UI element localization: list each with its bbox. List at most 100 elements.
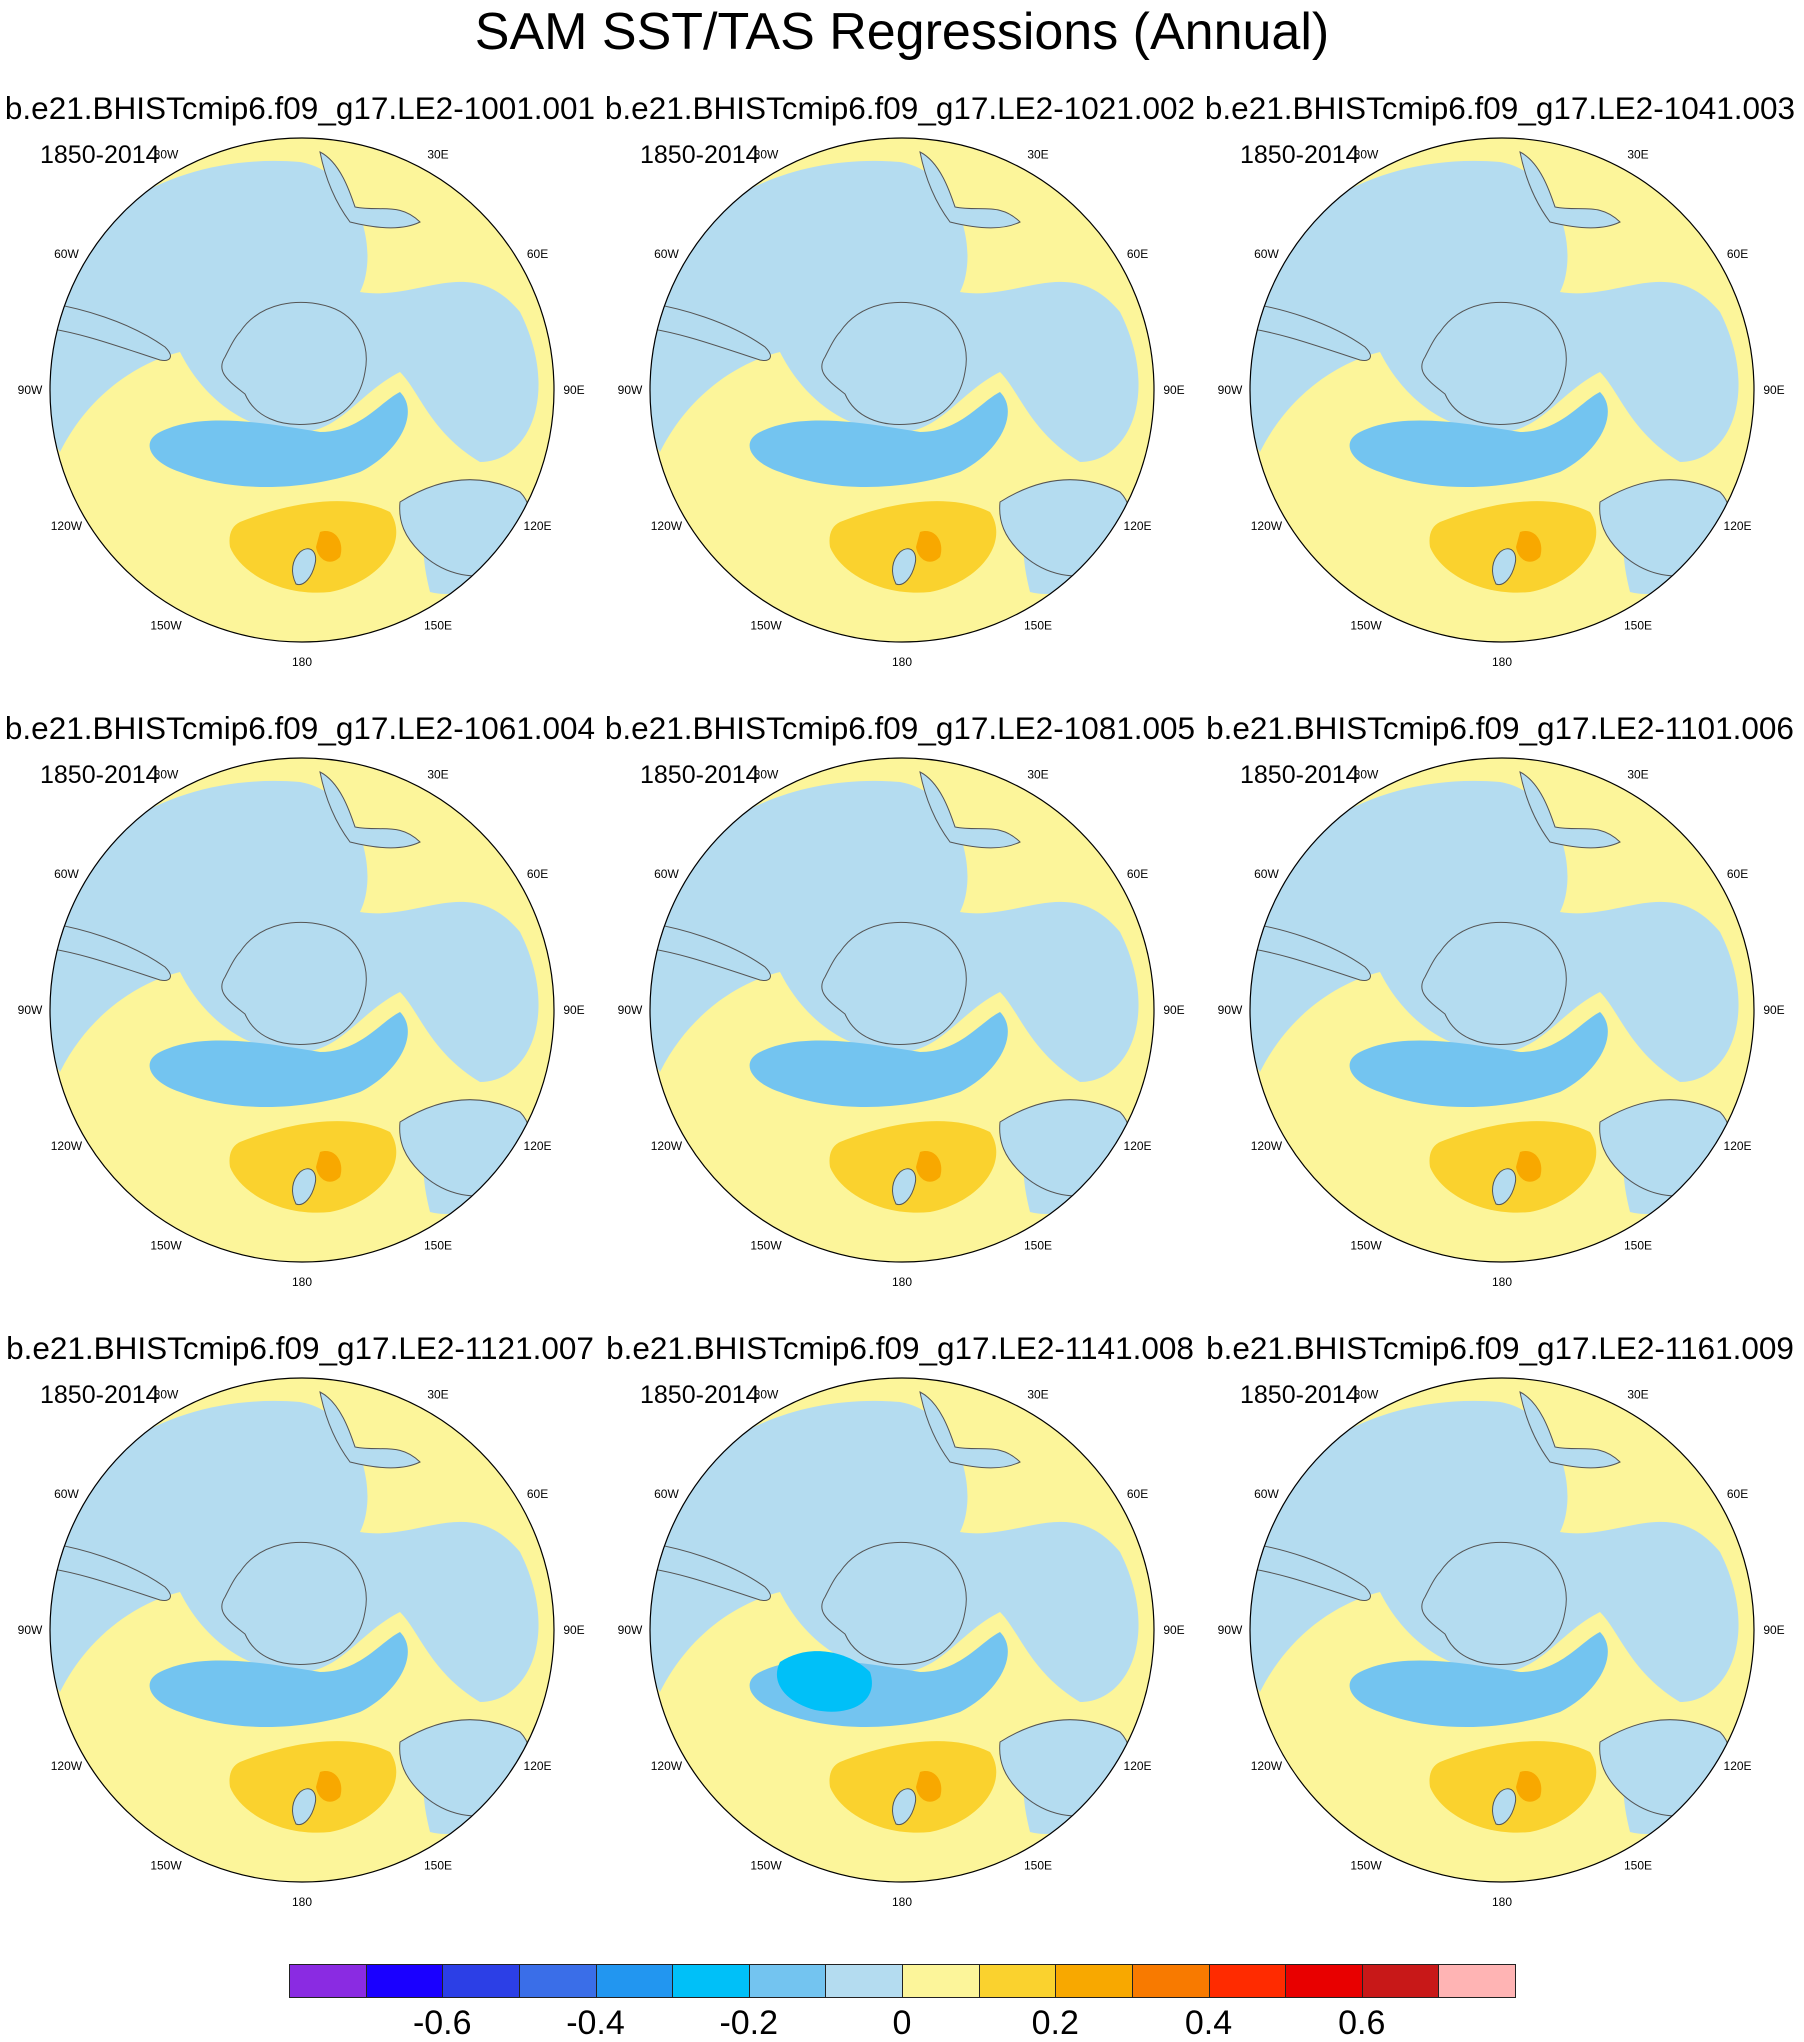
colorbar-swatch (1131, 1964, 1210, 1998)
longitude-label: 150E (1624, 619, 1652, 633)
south-america-landmass (50, 301, 171, 361)
colorbar-swatch (902, 1964, 980, 1998)
longitude-label: 60E (1727, 867, 1748, 881)
longitude-label: 90E (1763, 1003, 1784, 1017)
colorbar-tick-label: 0 (892, 2004, 912, 2042)
longitude-label: 60E (1127, 247, 1148, 261)
new-zealand-landmass (892, 548, 917, 586)
strongest-negative-anomaly-zone (776, 1651, 872, 1712)
longitude-label: 60E (1727, 247, 1748, 261)
colorbar-tick-label: 0.2 (1031, 2004, 1079, 2042)
longitude-label: 120E (1724, 1759, 1752, 1773)
antarctica-landmass (221, 1541, 367, 1666)
map-boundary (1249, 757, 1755, 1263)
strong-positive-anomaly-zone (1516, 1151, 1542, 1182)
panel-period: 1850-2014 (640, 141, 760, 169)
longitude-label: 180 (892, 655, 912, 669)
map-panel: b.e21.BHISTcmip6.f09_g17.LE2-1041.003 185… (1200, 88, 1800, 688)
longitude-label: 120E (1124, 1139, 1152, 1153)
colorbar-swatch (365, 1964, 444, 1998)
polar-map: 030E60E90E120E150E180150W120W90W60W30W (618, 137, 1185, 669)
africa-landmass (919, 1391, 1021, 1469)
positive-anomaly-zone (829, 1741, 997, 1833)
panel-title: b.e21.BHISTcmip6.f09_g17.LE2-1021.002 (604, 90, 1196, 126)
longitude-label: 150E (1024, 1859, 1052, 1873)
longitude-label: 60W (654, 247, 679, 261)
antarctica-landmass (821, 301, 967, 426)
longitude-label: 120W (51, 519, 83, 533)
longitude-label: 150E (1624, 1239, 1652, 1253)
longitude-label: 60W (1254, 867, 1279, 881)
longitude-label: 30W (154, 1387, 179, 1401)
panel-title: b.e21.BHISTcmip6.f09_g17.LE2-1141.008 (606, 1330, 1194, 1366)
longitude-label: 180 (292, 1895, 312, 1909)
new-zealand-landmass (1492, 1168, 1517, 1206)
map-panel: b.e21.BHISTcmip6.f09_g17.LE2-1101.006 185… (1200, 708, 1800, 1308)
south-america-landmass (50, 1541, 171, 1601)
panel-title: b.e21.BHISTcmip6.f09_g17.LE2-1101.006 (1206, 710, 1794, 746)
panel-period: 1850-2014 (40, 1381, 160, 1409)
colorbar-swatch (825, 1964, 903, 1998)
strong-positive-anomaly-zone (916, 1151, 942, 1182)
panel-period: 1850-2014 (640, 1381, 760, 1409)
longitude-label: 180 (892, 1275, 912, 1289)
longitude-label: 30W (754, 147, 779, 161)
longitude-label: 120E (1124, 1759, 1152, 1773)
longitude-label: 30E (427, 767, 448, 781)
south-america-landmass (1250, 921, 1371, 981)
longitude-label: 120E (1724, 1139, 1752, 1153)
longitude-label: 90E (1163, 383, 1184, 397)
south-america-landmass (650, 1541, 771, 1601)
longitude-label: 150W (150, 1859, 182, 1873)
panel-period: 1850-2014 (40, 761, 160, 789)
africa-landmass (1519, 771, 1621, 849)
figure-title: SAM SST/TAS Regressions (Annual) (474, 3, 1330, 61)
map-boundary (649, 757, 1155, 1263)
panel-period: 1850-2014 (1240, 141, 1360, 169)
strong-negative-anomaly-zone (749, 392, 1008, 487)
longitude-label: 60W (654, 867, 679, 881)
positive-anomaly-zone (229, 1741, 397, 1833)
map-boundary (49, 757, 555, 1263)
longitude-label: 90E (1163, 1623, 1184, 1637)
longitude-label: 150E (424, 1239, 452, 1253)
longitude-label: 90W (1218, 383, 1243, 397)
new-zealand-landmass (292, 1788, 317, 1826)
longitude-label: 150W (750, 1859, 782, 1873)
antarctica-landmass (221, 921, 367, 1046)
longitude-label: 90W (618, 1623, 643, 1637)
map-panel: b.e21.BHISTcmip6.f09_g17.LE2-1061.004 185… (0, 708, 600, 1308)
longitude-label: 150W (150, 619, 182, 633)
panel-period: 1850-2014 (40, 141, 160, 169)
longitude-label: 30W (1354, 147, 1379, 161)
map-panel: b.e21.BHISTcmip6.f09_g17.LE2-1021.002 185… (600, 88, 1200, 688)
longitude-label: 90E (563, 1003, 584, 1017)
panel-period: 1850-2014 (1240, 761, 1360, 789)
strong-negative-anomaly-zone (1349, 392, 1608, 487)
africa-landmass (319, 1391, 421, 1469)
longitude-label: 150E (1024, 1239, 1052, 1253)
positive-anomaly-zone (1429, 1741, 1597, 1833)
longitude-label: 180 (1492, 1275, 1512, 1289)
antarctica-landmass (221, 301, 367, 426)
positive-anomaly-zone (1429, 1121, 1597, 1213)
colorbar-swatch (748, 1964, 827, 1998)
positive-anomaly-zone (1429, 501, 1597, 593)
new-zealand-landmass (1492, 548, 1517, 586)
colorbar-swatch (978, 1964, 1057, 1998)
colorbar-tick-label: -0.4 (566, 2004, 625, 2042)
longitude-label: 120E (524, 1139, 552, 1153)
longitude-label: 30E (1027, 767, 1048, 781)
south-america-landmass (650, 301, 771, 361)
longitude-label: 30W (754, 767, 779, 781)
longitude-label: 150E (1024, 619, 1052, 633)
longitude-label: 30W (1354, 1387, 1379, 1401)
map-boundary (649, 137, 1155, 643)
longitude-label: 120W (1251, 1139, 1283, 1153)
longitude-label: 30E (1627, 767, 1648, 781)
polar-map: 030E60E90E120E150E180150W120W90W60W30W (1218, 1377, 1785, 1909)
south-america-landmass (650, 921, 771, 981)
colorbar-swatch (1285, 1964, 1363, 1998)
map-boundary (49, 137, 555, 643)
longitude-label: 180 (1492, 655, 1512, 669)
